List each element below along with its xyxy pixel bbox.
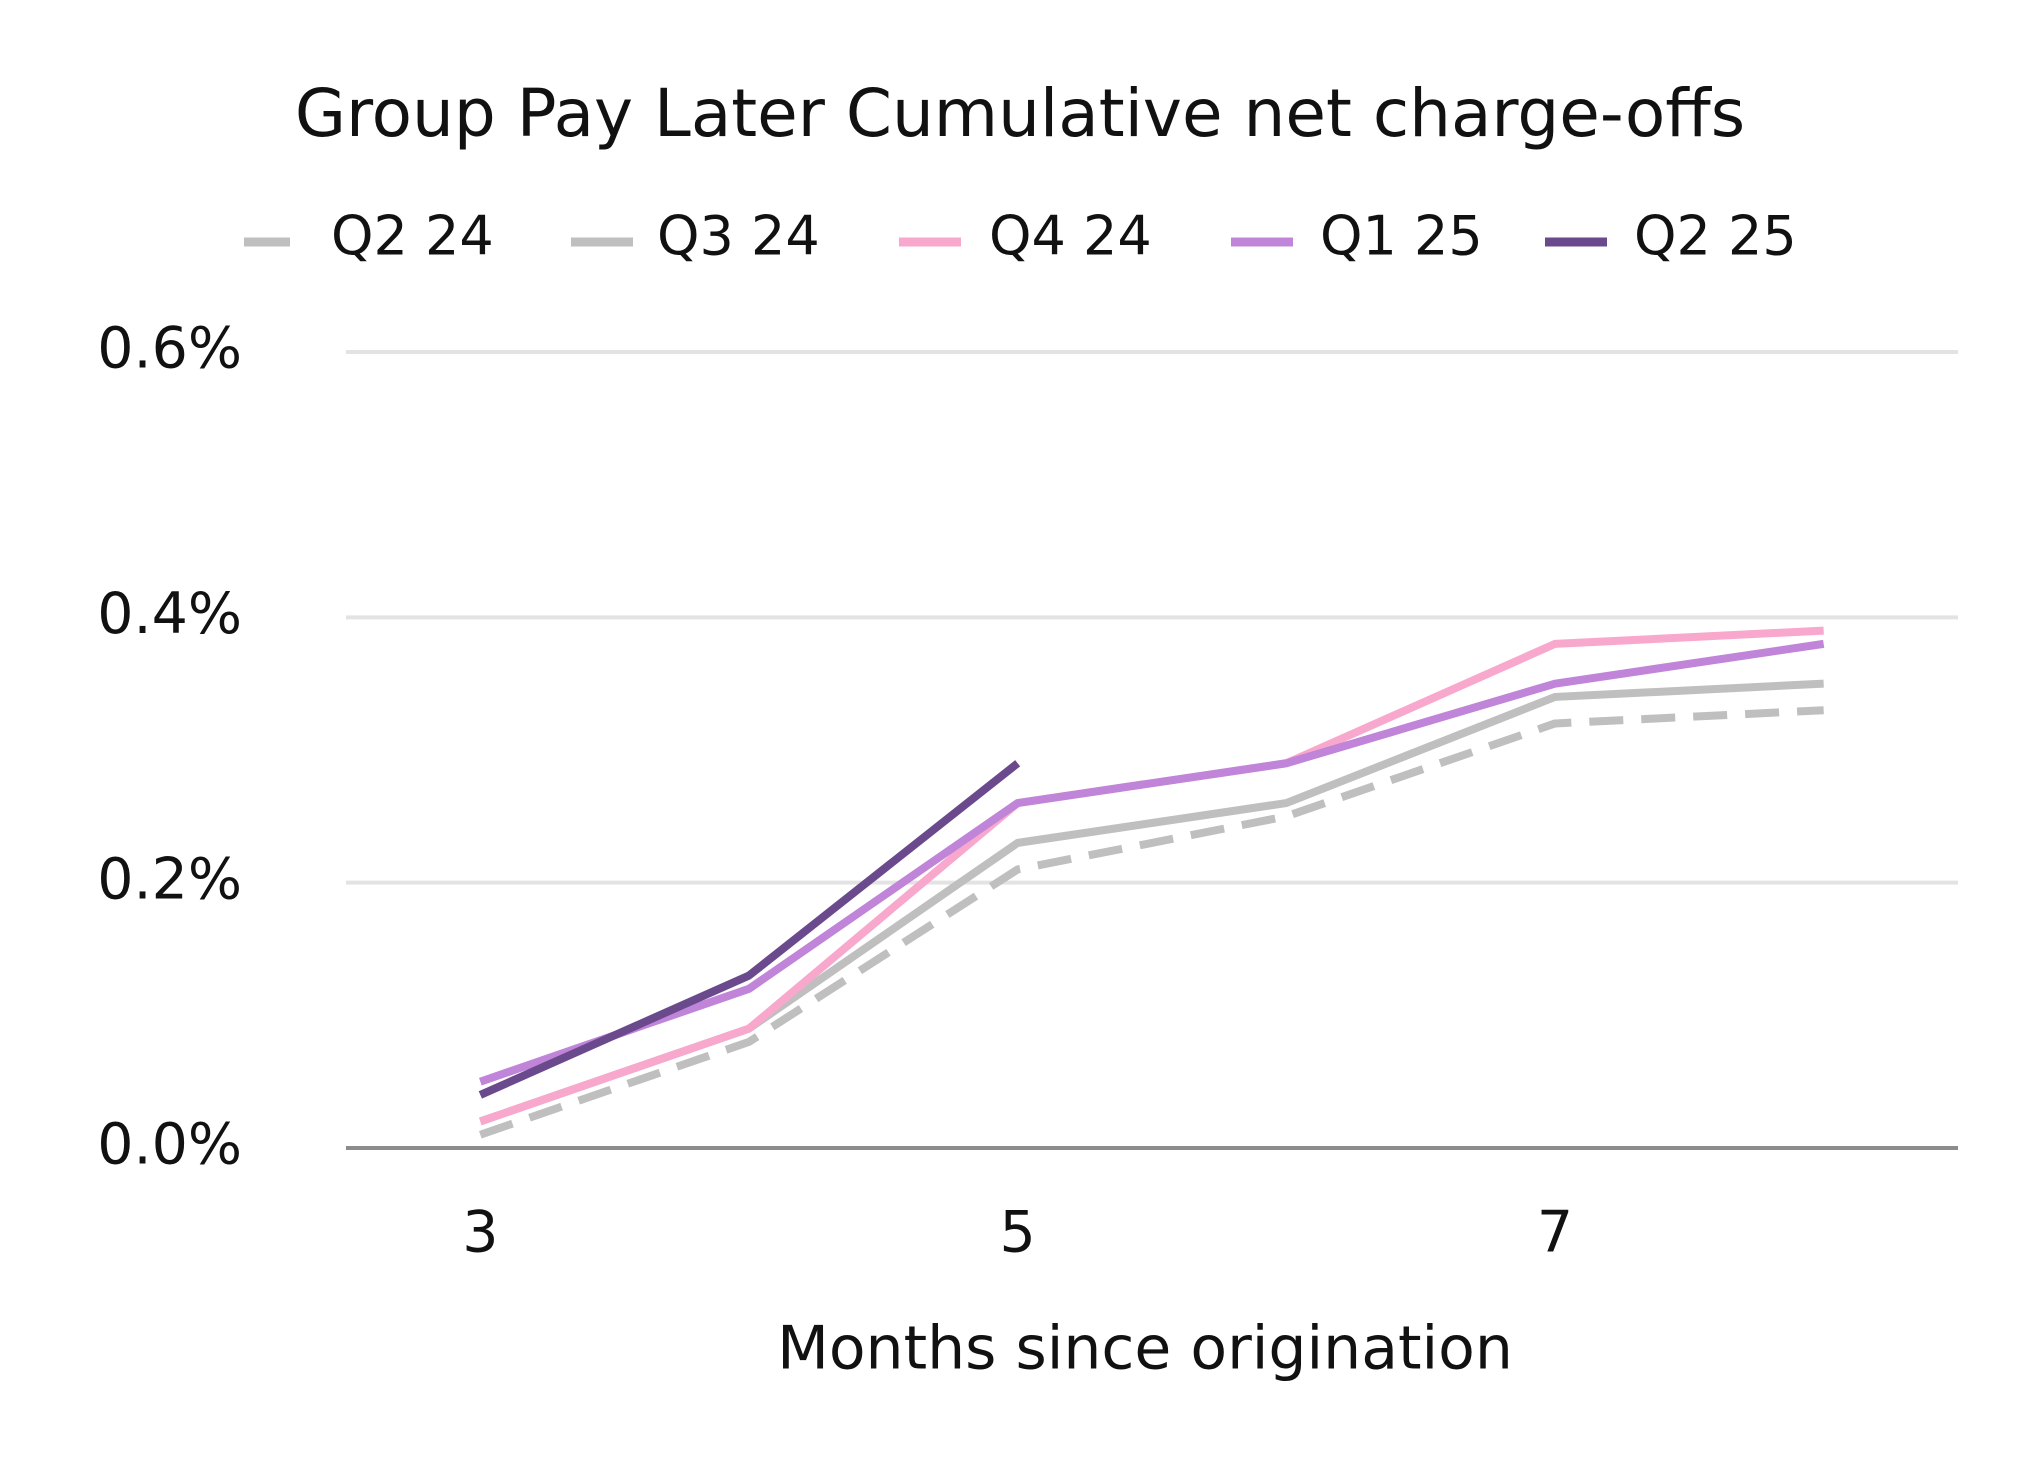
series-line [479, 626, 1824, 1126]
legend-label: Q4 24 [989, 205, 1152, 268]
legend-label: Q2 25 [1634, 205, 1797, 268]
x-tick-label: 3 [462, 1200, 498, 1266]
x-tick-label: 7 [1537, 1200, 1573, 1266]
legend-label: Q2 24 [331, 205, 494, 268]
y-tick-label: 0.4% [97, 581, 242, 647]
legend-label: Q3 24 [657, 205, 820, 268]
x-tick-label: 5 [1000, 1200, 1036, 1266]
series-line [478, 760, 1021, 1099]
x-axis-label: Months since origination [777, 1314, 1513, 1384]
chart-title: Group Pay Later Cumulative net charge-of… [295, 75, 1745, 152]
y-tick-label: 0.0% [97, 1112, 242, 1178]
legend-label: Q1 25 [1320, 205, 1483, 268]
series-line [479, 706, 1824, 1139]
y-tick-label: 0.6% [97, 316, 242, 382]
series-line [479, 639, 1825, 1086]
y-tick-label: 0.2% [97, 846, 242, 912]
